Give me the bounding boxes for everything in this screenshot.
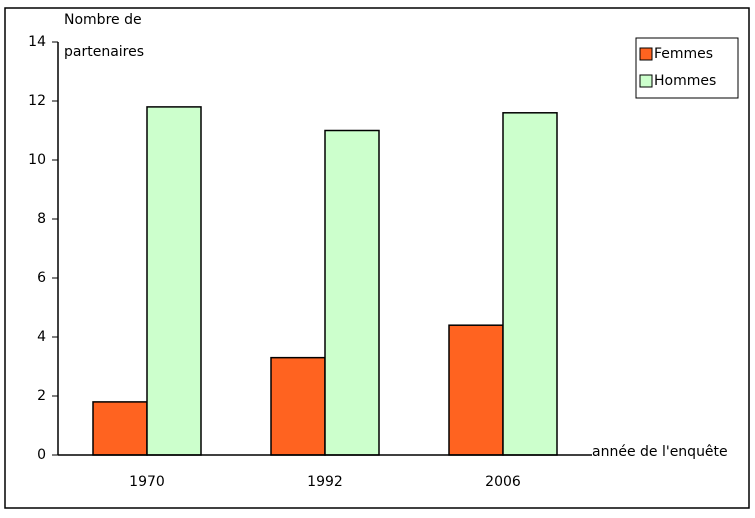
y-tick-label: 10: [28, 152, 46, 168]
y-axis-label: Nombre de: [64, 12, 142, 28]
bar: [92, 401, 148, 456]
x-tick-label: 2006: [485, 474, 521, 490]
y-tick-label: 14: [28, 34, 46, 50]
bar: [270, 356, 326, 456]
x-axis-label: année de l'enquête: [592, 444, 728, 460]
bar: [146, 106, 202, 456]
y-tick-label: 0: [37, 447, 46, 463]
bar: [324, 129, 380, 456]
y-tick-label: 8: [37, 211, 46, 227]
bar: [502, 112, 558, 456]
legend-box: [635, 37, 739, 99]
x-tick-label: 1970: [129, 474, 165, 490]
legend-label: Hommes: [654, 73, 716, 89]
y-tick-label: 6: [37, 270, 46, 286]
legend-label: Femmes: [654, 46, 713, 62]
y-tick-label: 2: [37, 388, 46, 404]
legend-swatch: [639, 74, 653, 88]
y-tick-label: 4: [37, 329, 46, 345]
legend-swatch: [639, 47, 653, 61]
bar: [448, 324, 504, 456]
y-axis-label: partenaires: [64, 44, 144, 60]
x-tick-label: 1992: [307, 474, 343, 490]
y-tick-label: 12: [28, 93, 46, 109]
